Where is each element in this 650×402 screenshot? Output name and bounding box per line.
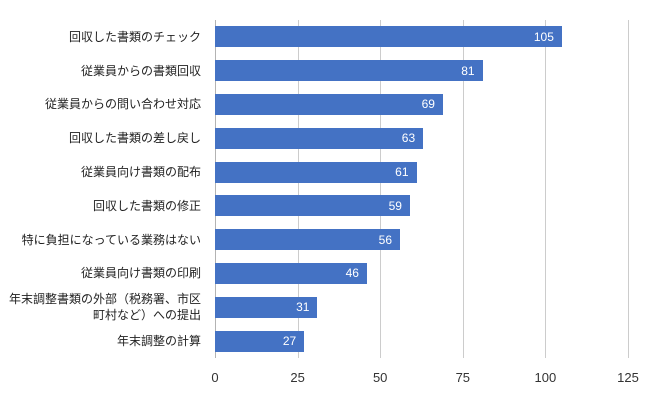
bar: 31 [215, 296, 318, 318]
value-label: 81 [461, 63, 475, 78]
value-label: 46 [345, 266, 359, 281]
bar: 46 [215, 262, 367, 284]
category-label: 回収した書類の修正 [92, 198, 201, 213]
bar: 61 [215, 161, 417, 183]
bar: 59 [215, 195, 410, 217]
gridline [297, 20, 299, 358]
chart-row: 回収した書類の修正 59 [0, 189, 628, 223]
bar: 81 [215, 60, 483, 82]
bar-cell: 56 [215, 223, 628, 257]
category-label: 従業員からの書類回収 [80, 63, 201, 78]
bar-cell: 27 [215, 324, 628, 358]
chart-row: 年末調整書類の外部（税務署、市区町村など）への提出 31 [0, 290, 628, 324]
value-label: 105 [533, 29, 554, 44]
bar-cell: 105 [215, 20, 628, 54]
gridline [628, 20, 629, 358]
value-label: 63 [401, 131, 416, 146]
chart-row: 従業員向け書類の印刷 46 [0, 257, 628, 291]
bar-cell: 81 [215, 54, 628, 88]
x-tick-label: 100 [534, 370, 557, 385]
category-label: 回収した書類の差し戻し [68, 131, 201, 146]
category-label: 年末調整の計算 [116, 333, 201, 348]
gridline [380, 20, 382, 358]
bar-cell: 69 [215, 88, 628, 122]
bar: 63 [215, 127, 424, 149]
chart-row: 特に負担になっている業務はない 56 [0, 223, 628, 257]
x-tick-label: 50 [372, 370, 388, 385]
gridline [215, 20, 216, 358]
category-label: 従業員からの問い合わせ対応 [44, 97, 201, 112]
category-label: 従業員向け書類の配布 [80, 164, 201, 179]
chart-row: 従業員からの問い合わせ対応 69 [0, 88, 628, 122]
value-label: 56 [378, 232, 393, 247]
chart-rows: 回収した書類のチェック 105 従業員からの書類回収 81 従業員からの問い合わせ対応 6… [0, 20, 628, 358]
x-tick-label: 125 [617, 370, 639, 385]
chart-row: 回収した書類の差し戻し 63 [0, 121, 628, 155]
value-label: 61 [395, 165, 409, 180]
bar: 69 [215, 93, 443, 115]
category-label: 年末調整書類の外部（税務署、市区町村など）への提出 [8, 292, 201, 323]
bar: 56 [215, 229, 401, 251]
category-label: 特に負担になっている業務はない [21, 232, 201, 247]
category-label: 回収した書類のチェック [68, 29, 201, 44]
bar: 105 [215, 26, 562, 48]
x-tick-label: 25 [290, 370, 305, 385]
chart-row: 回収した書類のチェック 105 [0, 20, 628, 54]
gridline-layer [215, 20, 629, 358]
x-tick-label: 75 [455, 370, 471, 385]
category-label: 従業員向け書類の印刷 [80, 266, 201, 281]
value-label: 31 [296, 300, 310, 315]
chart-row: 年末調整の計算 27 [0, 324, 628, 358]
value-label: 27 [282, 334, 297, 349]
chart-row: 従業員からの書類回収 81 [0, 54, 628, 88]
bar-cell: 63 [215, 121, 628, 155]
bar-cell: 61 [215, 155, 628, 189]
x-axis: 0 25 50 75 100 125 [211, 370, 638, 388]
value-label: 59 [388, 198, 402, 213]
value-label: 69 [421, 97, 435, 112]
bar-cell: 59 [215, 189, 628, 223]
x-tick-label: 0 [211, 370, 219, 385]
gridline [545, 20, 547, 358]
bar-cell: 31 [215, 290, 628, 324]
gridline [462, 20, 464, 358]
chart-row: 従業員向け書類の配布 61 [0, 155, 628, 189]
bar: 27 [215, 330, 305, 352]
bar-cell: 46 [215, 257, 628, 291]
